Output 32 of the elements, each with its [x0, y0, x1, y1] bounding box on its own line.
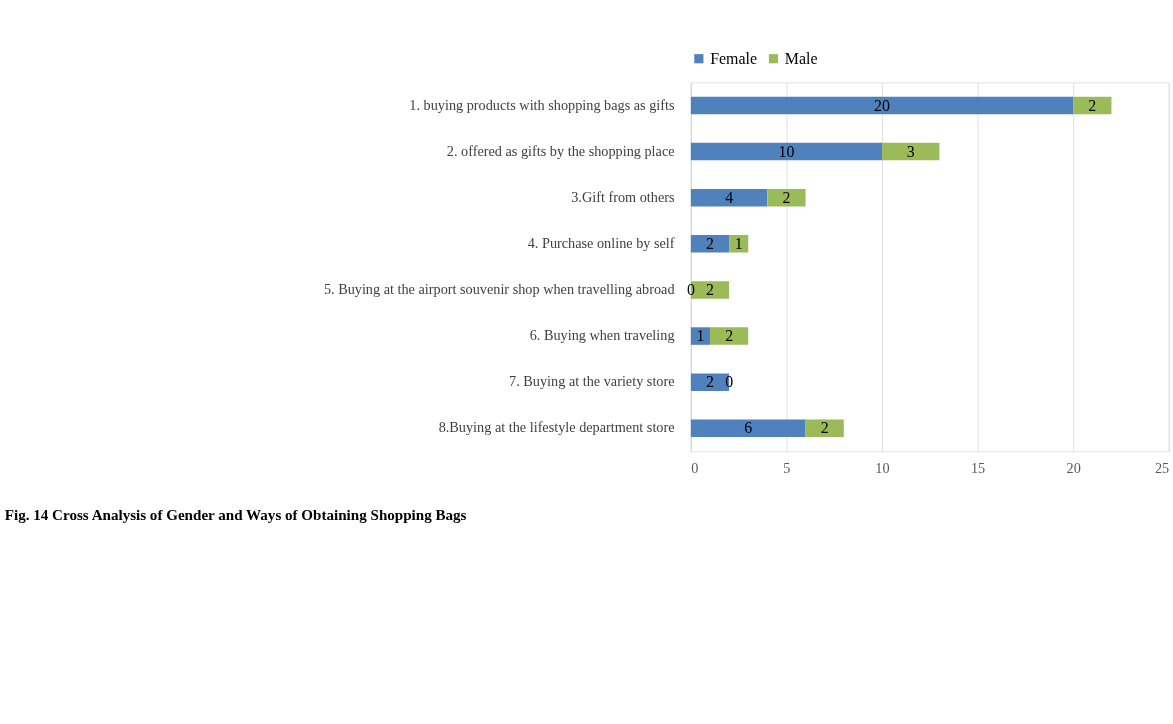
x-tick-label: 15: [970, 459, 986, 476]
y-tick-label: 8.Buying at the lifestyle department store: [438, 419, 675, 436]
y-tick-label: 7. Buying at the variety store: [509, 373, 675, 390]
y-tick-label: 1. buying products with shopping bags as gifts: [409, 96, 675, 113]
caption: Fig. 14 Cross Analysis of Gender and Ways of Obtaining Shopping Bags: [4, 507, 467, 524]
data-label: 2: [706, 373, 715, 391]
data-label: 2: [820, 419, 829, 437]
data-label: 2: [1088, 96, 1097, 114]
data-label: 1: [734, 234, 743, 252]
legend-label: Male: [784, 49, 818, 67]
y-tick-label: 2. offered as gifts by the shopping place: [446, 142, 675, 159]
data-label: 2: [782, 188, 791, 206]
y-tick-label: 4. Purchase online by self: [527, 235, 675, 252]
x-tick-label: 25: [1154, 459, 1170, 476]
data-label: 20: [874, 96, 891, 114]
data-label: 1: [696, 327, 705, 345]
data-label: 2: [706, 280, 715, 298]
data-label: 2: [725, 327, 734, 345]
x-tick-label: 20: [1066, 459, 1081, 476]
data-label: 3: [906, 142, 915, 160]
y-tick-label: 5. Buying at the airport souvenir shop when travelling abroad: [323, 281, 675, 298]
legend-label: Female: [710, 49, 758, 67]
data-label: 10: [778, 142, 795, 160]
data-label: 2: [706, 234, 715, 252]
x-tick-label: 10: [875, 459, 890, 476]
x-tick-label: 0: [691, 459, 699, 476]
y-tick-label: 3.Gift from others: [571, 188, 675, 205]
data-label: 6: [744, 419, 753, 437]
data-label: 0: [686, 280, 695, 298]
y-tick-label: 6. Buying when traveling: [529, 327, 675, 344]
data-label: 4: [725, 188, 734, 206]
x-tick-label: 5: [783, 459, 791, 476]
